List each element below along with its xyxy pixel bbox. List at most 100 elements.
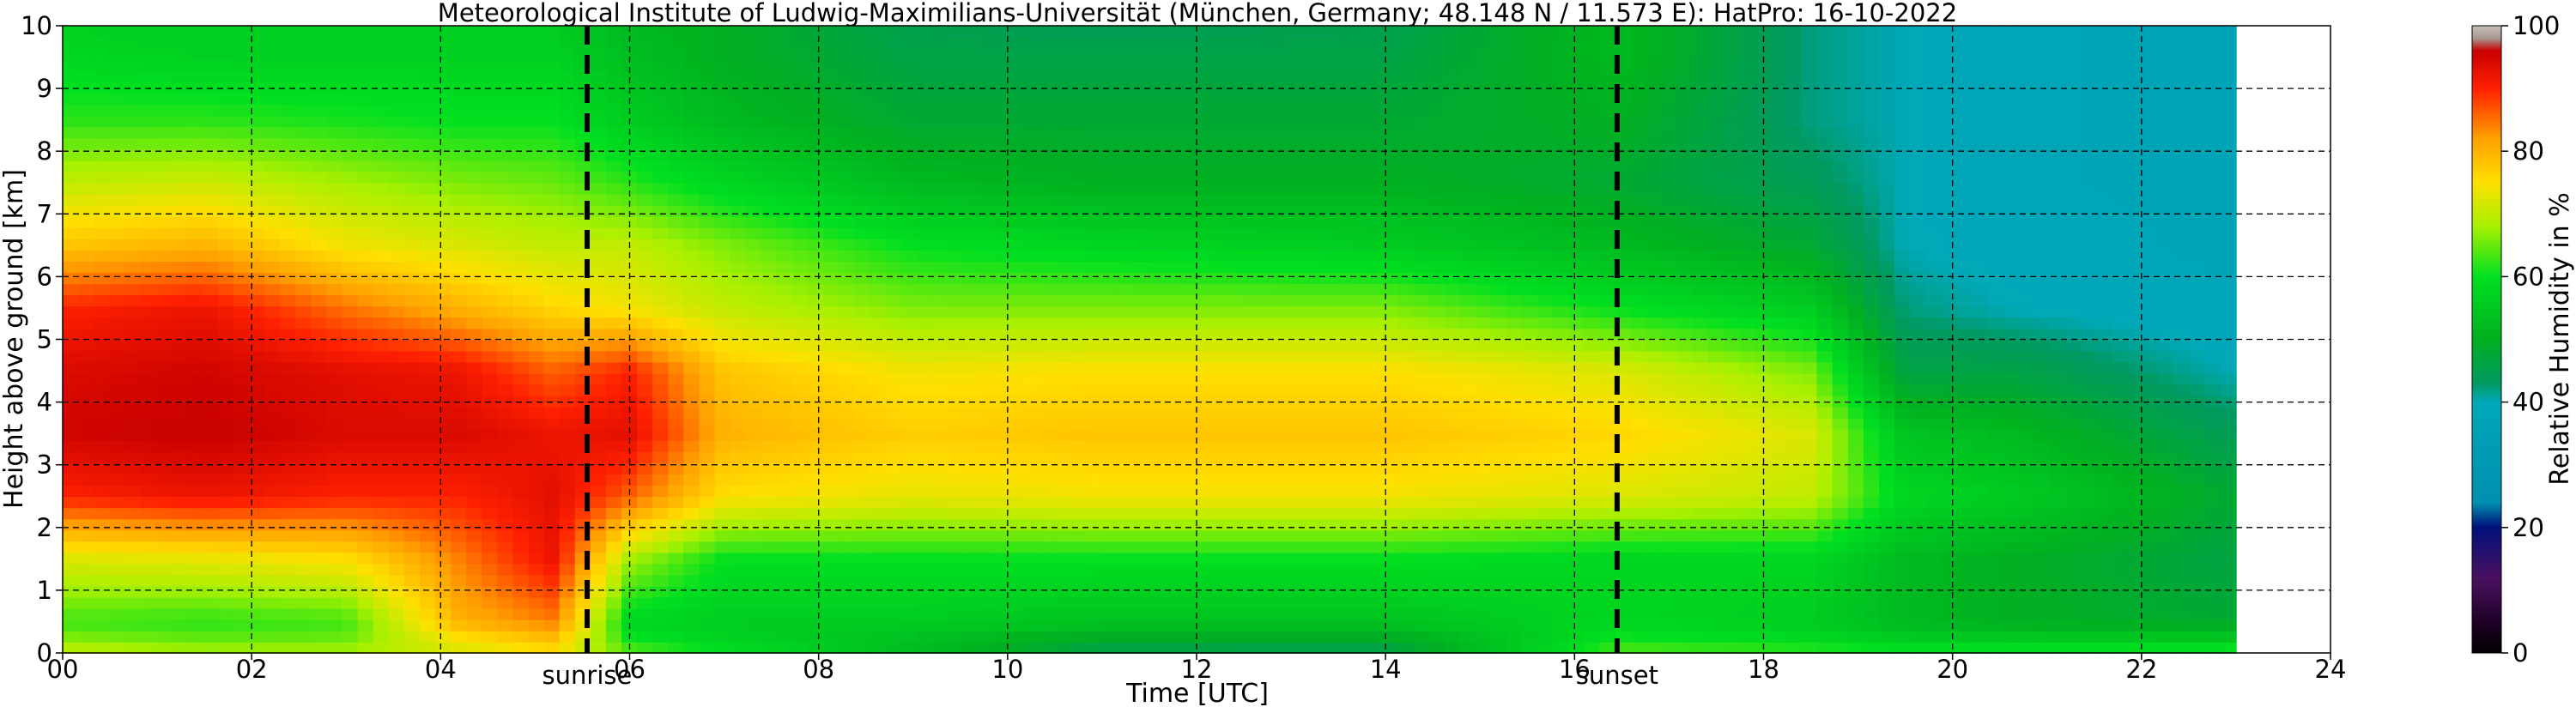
heatmap-cell [931,630,949,643]
heatmap-cell [808,372,824,385]
heatmap-cell [1118,406,1135,419]
heatmap-cell [497,350,514,363]
heatmap-cell [1118,272,1135,285]
heatmap-cell [326,261,343,273]
heatmap-cell [590,552,607,565]
heatmap-cell [497,641,514,654]
heatmap-cell [264,305,281,318]
heatmap-cell [606,126,622,139]
heatmap-cell [683,26,700,38]
heatmap-cell [761,462,778,474]
heatmap-cell [1319,384,1336,396]
heatmap-cell [63,552,79,565]
heatmap-cell [466,339,483,352]
heatmap-cell [482,193,499,206]
heatmap-cell [962,507,979,520]
heatmap-cell [1165,417,1181,430]
heatmap-cell [900,26,918,38]
heatmap-cell [109,462,126,474]
heatmap-cell [606,115,622,128]
heatmap-cell [994,607,1010,620]
heatmap-cell [1304,204,1321,217]
heatmap-cell [78,406,94,419]
heatmap-cell [528,462,545,474]
heatmap-cell [559,428,576,441]
heatmap-cell [947,239,964,251]
heatmap-cell [1382,272,1399,285]
heatmap-cell [1444,518,1461,531]
heatmap-cell [109,148,126,161]
heatmap-cell [63,239,79,251]
heatmap-cell [1180,641,1197,654]
heatmap-cell [1165,607,1181,620]
heatmap-cell [497,474,514,486]
heatmap-cell [1196,417,1213,430]
heatmap-cell [357,59,374,72]
heatmap-cell [854,417,871,430]
heatmap-cell [1227,48,1244,60]
heatmap-cell [280,518,297,531]
heatmap-cell [637,417,653,430]
heatmap-cell [1242,26,1259,38]
heatmap-cell [1149,541,1166,553]
heatmap-cell [979,59,995,72]
heatmap-cell [1273,474,1290,486]
heatmap-cell [1288,305,1306,318]
heatmap-cell [373,496,390,509]
heatmap-cell [1009,350,1027,363]
heatmap-cell [1288,261,1306,273]
heatmap-cell [1025,529,1042,542]
heatmap-cell [590,339,607,352]
heatmap-cell [714,417,731,430]
heatmap-cell [140,126,157,139]
heatmap-cell [435,82,452,94]
heatmap-cell [1319,93,1336,106]
heatmap-cell [388,48,405,60]
heatmap-cell [342,182,359,195]
heatmap-cell [466,37,483,49]
heatmap-cell [683,361,700,374]
heatmap-cell [839,261,856,273]
heatmap-cell [714,428,731,441]
heatmap-cell [559,350,576,363]
heatmap-cell [94,93,111,106]
heatmap-cell [63,171,79,184]
heatmap-cell [994,26,1010,38]
heatmap-cell [1102,518,1119,531]
heatmap-cell [714,350,731,363]
heatmap-cell [171,37,188,49]
heatmap-cell [373,160,390,172]
heatmap-cell [466,261,483,273]
heatmap-cell [311,361,328,374]
heatmap-cell [994,496,1010,509]
heatmap-cell [1133,182,1150,195]
heatmap-cell [1025,384,1042,396]
heatmap-cell [1336,474,1352,486]
heatmap-cell [543,137,561,150]
heatmap-cell [714,82,731,94]
heatmap-cell [776,93,793,106]
heatmap-cell [451,440,467,452]
heatmap-cell [699,529,716,542]
heatmap-cell [931,137,949,150]
heatmap-cell [217,261,234,273]
heatmap-cell [730,148,747,161]
heatmap-cell [420,552,436,565]
heatmap-cell [606,215,622,228]
heatmap-cell [947,350,964,363]
heatmap-cell [94,283,111,296]
heatmap-cell [1382,204,1399,217]
heatmap-cell [512,182,530,195]
heatmap-cell [342,596,359,609]
heatmap-cell [994,451,1010,463]
heatmap-cell [140,607,157,620]
heatmap-cell [606,496,622,509]
heatmap-cell [466,607,483,620]
heatmap-cell [171,305,188,318]
heatmap-cell [947,215,964,228]
heatmap-cell [606,541,622,553]
heatmap-cell [1118,104,1135,117]
heatmap-cell [373,607,390,620]
heatmap-cell [109,474,126,486]
heatmap-cell [1242,552,1259,565]
